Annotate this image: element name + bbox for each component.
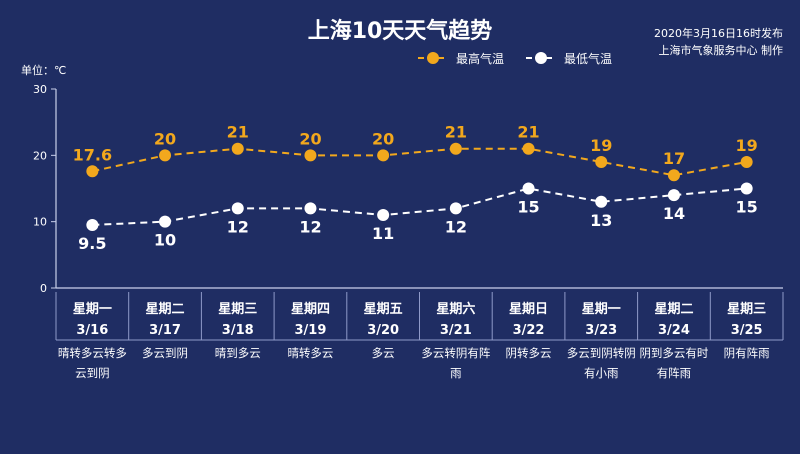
- weekday-label: 星期一: [73, 302, 112, 317]
- high-temp-point: [595, 155, 608, 168]
- weather-description: 多云: [372, 346, 395, 360]
- high-temp-label: 20: [372, 129, 394, 148]
- weekday-label: 星期二: [146, 302, 185, 317]
- weather-description: 有阵雨: [657, 366, 692, 380]
- weekday-label: 星期三: [727, 302, 766, 317]
- low-temp-point: [231, 202, 244, 215]
- legend: 最高气温 最低气温: [418, 51, 612, 66]
- weather-description: 阴到多云有时: [639, 346, 708, 360]
- high-temp-label: 21: [445, 123, 467, 142]
- high-temp-point: [522, 142, 535, 155]
- low-temp-point: [86, 218, 99, 231]
- legend-low-marker: [535, 52, 547, 64]
- high-temp-point: [740, 155, 753, 168]
- high-temp-point: [377, 149, 390, 162]
- legend-low-label: 最低气温: [564, 51, 612, 66]
- weekday-label: 星期四: [291, 302, 330, 317]
- date-label: 3/19: [295, 323, 327, 338]
- weather-description: 晴到多云: [215, 346, 261, 360]
- high-temp-label: 20: [154, 129, 176, 148]
- weather-description: 有小雨: [584, 366, 619, 380]
- weather-description: 多云到阴: [142, 346, 188, 360]
- weekday-label: 星期五: [364, 302, 403, 317]
- low-temp-label: 12: [445, 217, 467, 236]
- date-label: 3/24: [658, 323, 690, 338]
- weather-description: 多云转阴有阵: [421, 346, 490, 360]
- low-temp-label: 15: [736, 198, 758, 217]
- low-temp-line: [92, 187, 747, 226]
- y-tick-label: 30: [33, 83, 47, 96]
- high-temp-label: 21: [517, 123, 539, 142]
- low-temp-point: [595, 195, 608, 208]
- high-temp-label: 19: [590, 136, 612, 155]
- y-tick-label: 10: [33, 216, 47, 229]
- low-temp-point: [304, 202, 317, 215]
- date-label: 3/21: [440, 323, 472, 338]
- low-temp-point: [449, 202, 462, 215]
- unit-label: 单位：℃: [21, 63, 66, 77]
- high-temp-line: [92, 147, 747, 177]
- high-temp-point: [667, 169, 680, 182]
- low-temp-label: 15: [517, 198, 539, 217]
- series-layer: 17.6 20 21 20 20 21 21 19 17 19 9.5 10 12 12 11 12 15 13 1…: [73, 123, 758, 253]
- date-label: 3/25: [731, 323, 763, 338]
- low-temp-label: 13: [590, 211, 612, 230]
- low-temp-point: [740, 182, 753, 195]
- high-temp-label: 17.6: [73, 145, 112, 164]
- weekday-label: 星期日: [509, 302, 548, 317]
- date-label: 3/18: [222, 323, 254, 338]
- low-temp-point: [377, 209, 390, 222]
- axes: 0 10 20 30: [33, 83, 783, 295]
- weekday-label: 星期二: [654, 302, 693, 317]
- weather-description: 雨: [450, 366, 462, 380]
- weather-description: 晴转多云: [287, 346, 333, 360]
- weather-description: 多云到阴转阴: [567, 346, 636, 360]
- high-temp-label: 19: [736, 136, 758, 155]
- weather-description: 晴转多云转多: [58, 346, 127, 360]
- date-label: 3/17: [149, 323, 181, 338]
- chart-title: 上海10天天气趋势: [308, 18, 493, 44]
- y-tick-label: 20: [33, 149, 47, 162]
- y-tick-label: 0: [40, 282, 47, 295]
- low-temp-label: 12: [299, 217, 321, 236]
- weather-description: 阴转多云: [506, 346, 552, 360]
- publish-info: 2020年3月16日16时发布: [654, 26, 783, 40]
- high-temp-point: [159, 149, 172, 162]
- low-temp-point: [159, 215, 172, 228]
- weather-description: 阴有阵雨: [724, 346, 770, 360]
- low-temp-point: [667, 189, 680, 202]
- low-temp-point: [522, 182, 535, 195]
- weekday-label: 星期一: [582, 302, 621, 317]
- legend-high-marker: [427, 52, 439, 64]
- date-label: 3/22: [513, 323, 545, 338]
- low-temp-label: 14: [663, 204, 685, 223]
- producer-info: 上海市气象服务中心 制作: [659, 43, 784, 57]
- high-temp-label: 21: [227, 123, 249, 142]
- date-label: 3/20: [367, 323, 399, 338]
- high-temp-label: 20: [299, 129, 321, 148]
- high-temp-point: [231, 142, 244, 155]
- low-temp-label: 10: [154, 231, 176, 250]
- weekday-label: 星期三: [218, 302, 257, 317]
- high-temp-label: 17: [663, 149, 685, 168]
- date-label: 3/23: [585, 323, 617, 338]
- low-temp-label: 9.5: [78, 234, 106, 253]
- high-temp-point: [449, 142, 462, 155]
- low-temp-label: 12: [227, 217, 249, 236]
- high-temp-point: [86, 165, 99, 178]
- high-temp-point: [304, 149, 317, 162]
- legend-high-label: 最高气温: [456, 51, 504, 66]
- date-label: 3/16: [76, 323, 108, 338]
- low-temp-label: 11: [372, 224, 394, 243]
- weather-description: 云到阴: [75, 366, 110, 380]
- weekday-label: 星期六: [436, 301, 475, 317]
